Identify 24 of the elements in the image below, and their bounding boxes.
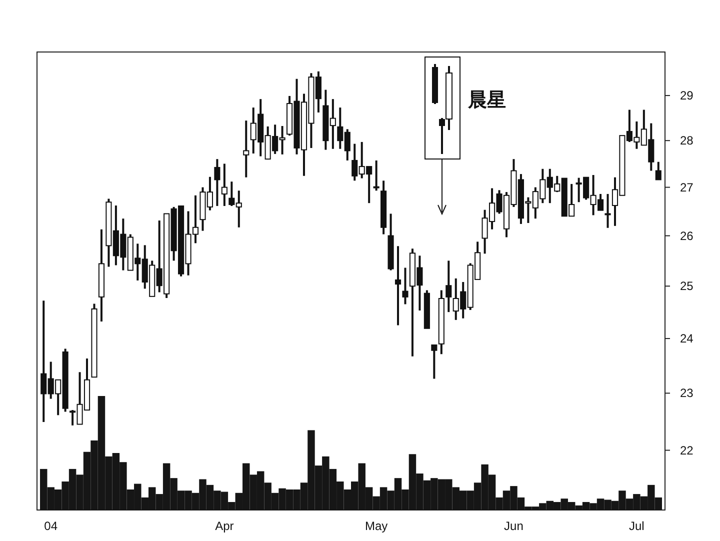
candlestick (394, 245, 402, 326)
y-tick-label: 25 (680, 279, 694, 294)
annotation: 晨星 (467, 90, 506, 111)
y-tick-label: 24 (680, 332, 694, 346)
x-tick-label: Jun (504, 519, 524, 533)
candlestick (214, 158, 220, 207)
candlestick (655, 160, 662, 181)
x-tick-label: 04 (44, 519, 58, 533)
candlestick (446, 260, 452, 314)
y-tick-label: 28 (680, 134, 694, 148)
y-tick-label: 27 (680, 180, 694, 194)
candlestick (221, 162, 228, 207)
x-tick-label: Jul (629, 519, 644, 533)
candlestick (243, 120, 250, 178)
candlestick (402, 266, 408, 306)
candlestick (604, 192, 611, 229)
x-tick-label: Apr (215, 519, 234, 533)
x-tick-label: May (364, 519, 388, 533)
y-tick-label: 22 (680, 443, 694, 458)
candlestick (431, 344, 438, 380)
y-tick-label: 26 (680, 228, 694, 243)
candlestick (373, 159, 380, 192)
y-tick-label: 29 (680, 88, 694, 103)
y-tick-label: 23 (680, 386, 694, 400)
